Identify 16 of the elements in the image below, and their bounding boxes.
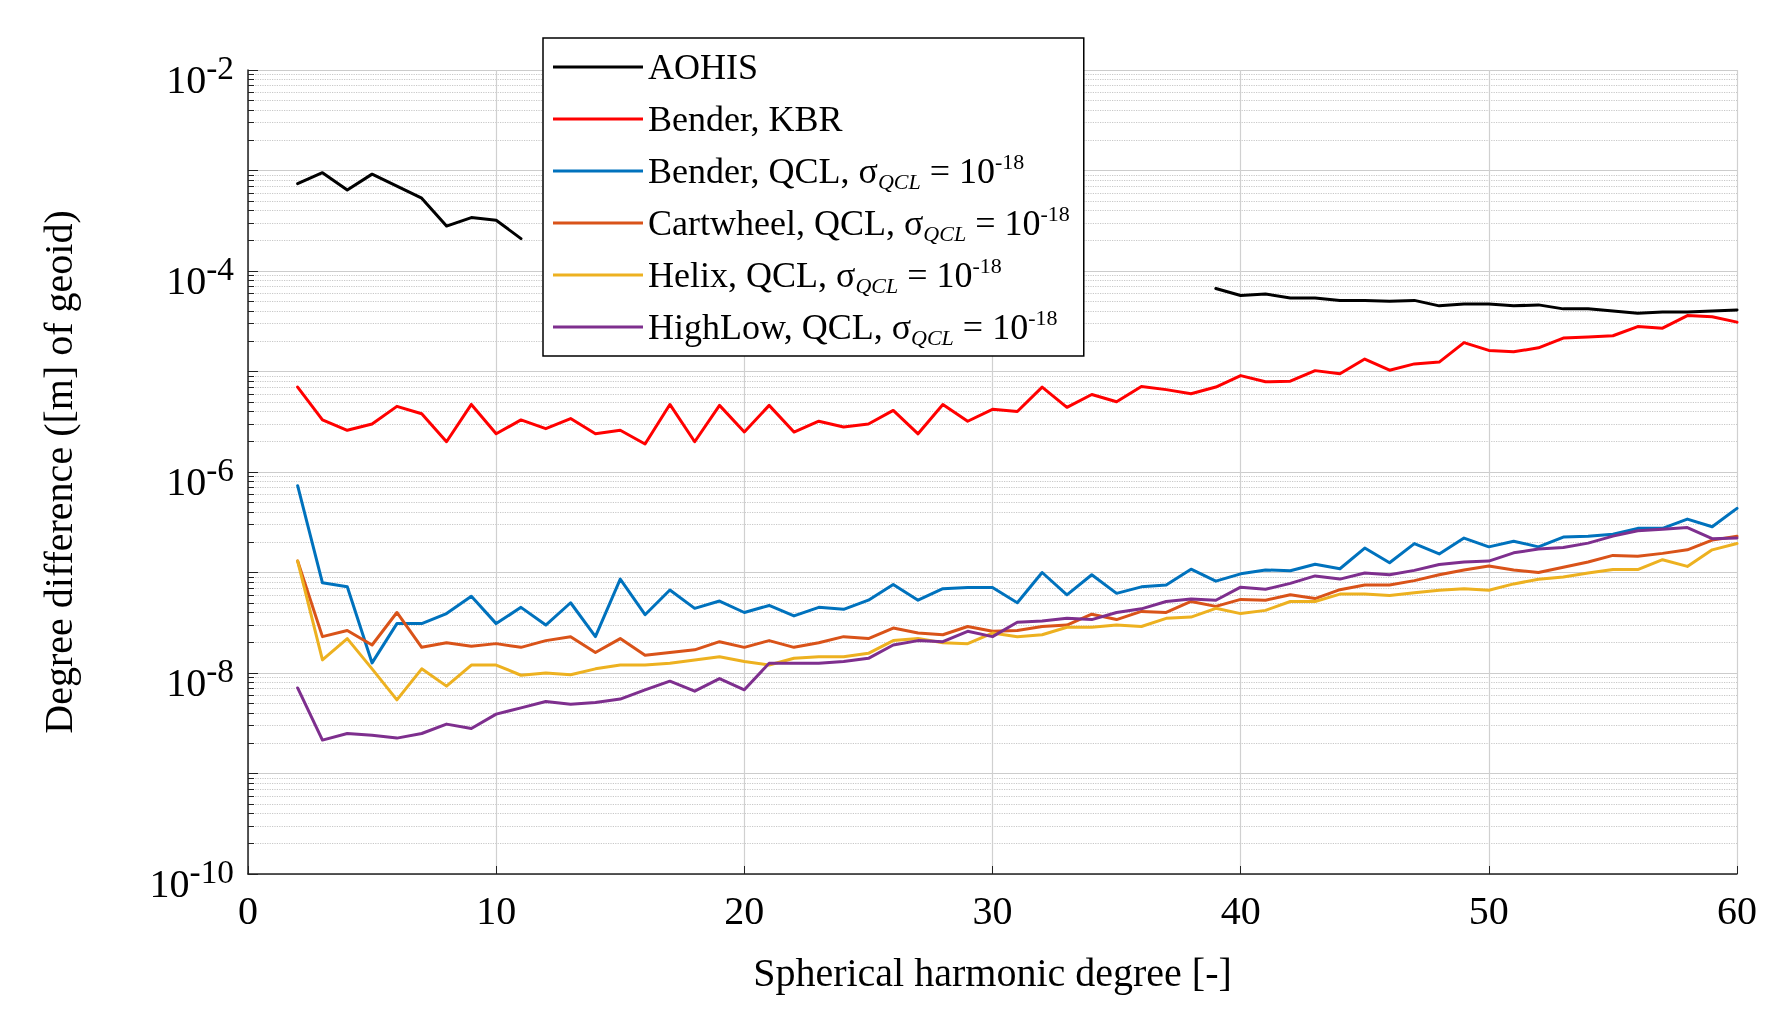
x-tick-label: 40 xyxy=(1220,887,1261,933)
x-tick-label: 20 xyxy=(724,887,765,933)
y-axis-title: Degree difference ([m] of geoid) xyxy=(35,210,81,734)
x-tick-label: 30 xyxy=(972,887,1013,933)
y-tick-label: 10$^{-6}$ xyxy=(166,450,234,505)
y-tick-label: 10$^{-4}$ xyxy=(166,249,234,304)
x-axis-title: Spherical harmonic degree [-] xyxy=(753,949,1232,995)
legend-label: Bender, KBR xyxy=(648,99,843,139)
y-tick-label: 10$^{-8}$ xyxy=(166,651,234,706)
x-tick-label: 60 xyxy=(1717,887,1757,933)
x-tick-label: 0 xyxy=(238,887,258,933)
y-tick-label: 10$^{-2}$ xyxy=(166,48,234,103)
x-tick-label: 50 xyxy=(1468,887,1509,933)
y-tick-label: 10$^{-10}$ xyxy=(149,852,234,907)
legend-label: AOHIS xyxy=(648,47,759,87)
x-tick-label: 10 xyxy=(476,887,517,933)
